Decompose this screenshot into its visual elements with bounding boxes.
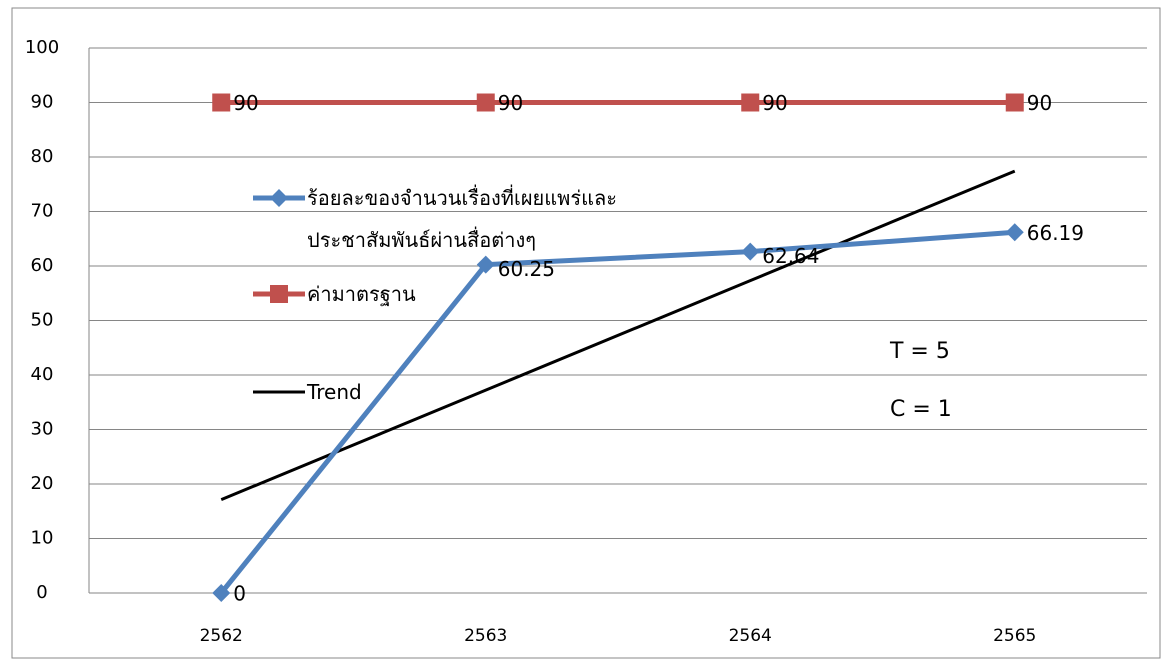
point <box>741 93 760 112</box>
y-tick-label: 90 <box>31 92 54 113</box>
point <box>212 584 231 602</box>
data-label: 90 <box>233 91 258 115</box>
point <box>212 93 231 112</box>
data-label: 90 <box>498 91 523 115</box>
data-label: 62.64 <box>762 244 819 268</box>
point <box>476 93 495 112</box>
data-label: 60.25 <box>498 257 555 281</box>
point <box>741 242 760 261</box>
y-tick-label: 60 <box>31 255 54 276</box>
data-label: 0 <box>233 582 246 606</box>
y-tick-label: 20 <box>31 473 54 494</box>
point <box>270 285 288 303</box>
legend-label: ค่ามาตรฐาน <box>307 282 416 306</box>
point <box>270 189 288 207</box>
y-tick-label: 100 <box>25 37 59 58</box>
annotation: T = 5 <box>889 339 950 364</box>
y-tick-label: 80 <box>31 146 54 167</box>
y-tick-label: 40 <box>31 364 54 385</box>
data-label: 66.19 <box>1027 221 1084 245</box>
y-tick-label: 70 <box>31 201 54 222</box>
point <box>476 255 495 274</box>
chart-frame <box>11 7 1161 659</box>
y-tick-label: 50 <box>31 310 54 331</box>
x-tick-label: 2563 <box>464 626 507 646</box>
data-label: 90 <box>1027 91 1052 115</box>
x-tick-label: 2565 <box>993 626 1036 646</box>
legend-label: ร้อยละของจำนวนเรื่องที่เผยแพร่และประชาสั… <box>307 186 617 252</box>
point <box>1005 223 1024 242</box>
x-tick-label: 2562 <box>200 626 243 646</box>
y-tick-label: 30 <box>31 419 54 440</box>
x-tick-label: 2564 <box>729 626 772 646</box>
point <box>1005 93 1024 112</box>
series-line <box>220 169 1016 502</box>
annotation: C = 1 <box>890 397 952 422</box>
legend-label: Trend <box>307 380 362 404</box>
y-tick-label: 0 <box>36 582 47 603</box>
series-line <box>219 229 1015 595</box>
y-tick-label: 10 <box>31 528 54 549</box>
data-label: 90 <box>762 91 787 115</box>
